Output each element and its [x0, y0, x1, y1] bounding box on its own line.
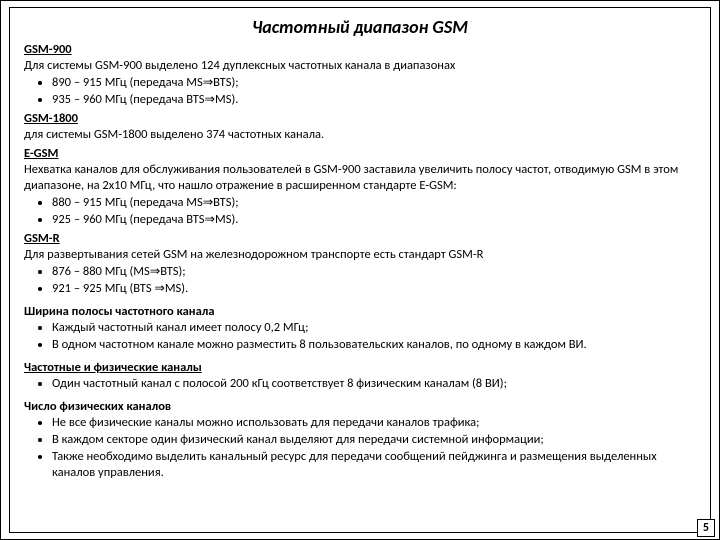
list-item: Также необходимо выделить канальный ресу… [52, 449, 696, 481]
list-count: Не все физические каналы можно использов… [24, 415, 696, 481]
list-item: 890 – 915 МГц (передача MS⇒BTS); [52, 75, 696, 91]
list-bandwidth: Каждый частотный канал имеет полосу 0,2 … [24, 320, 696, 353]
list-item: 921 – 925 МГц (BTS ⇒MS). [52, 281, 696, 297]
list-egsm: 880 – 915 МГц (передача MS⇒BTS); 925 – 9… [24, 195, 696, 228]
intro-egsm: Нехватка каналов для обслуживания пользо… [24, 162, 696, 194]
slide-inner: Частотный диапазон GSM GSM-900 Для систе… [9, 7, 711, 533]
intro-gsm1800: для системы GSM-1800 выделено 374 частот… [24, 127, 696, 143]
heading-gsmr: GSM-R [24, 231, 696, 246]
list-item: 935 – 960 МГц (передача BTS⇒MS). [52, 92, 696, 108]
heading-bandwidth: Ширина полосы частотного канала [24, 304, 696, 319]
list-item: Один частотный канал с полосой 200 кГц с… [52, 376, 696, 392]
list-gsmr: 876 – 880 МГц (MS⇒BTS); 921 – 925 МГц (B… [24, 264, 696, 297]
intro-gsm900: Для системы GSM-900 выделено 124 дуплекс… [24, 58, 696, 74]
list-item: 880 – 915 МГц (передача MS⇒BTS); [52, 195, 696, 211]
slide-title: Частотный диапазон GSM [24, 16, 696, 38]
page-number: 5 [697, 519, 715, 537]
list-item: 876 – 880 МГц (MS⇒BTS); [52, 264, 696, 280]
intro-gsmr: Для развертывания сетей GSM на железнодо… [24, 247, 696, 263]
list-gsm900: 890 – 915 МГц (передача MS⇒BTS); 935 – 9… [24, 75, 696, 108]
heading-gsm900: GSM-900 [24, 42, 696, 57]
slide-outer: Частотный диапазон GSM GSM-900 Для систе… [0, 0, 720, 540]
list-item: 925 – 960 МГц (передача BTS⇒MS). [52, 212, 696, 228]
list-item: В каждом секторе один физический канал в… [52, 432, 696, 448]
list-item: Не все физические каналы можно использов… [52, 415, 696, 431]
heading-egsm: E-GSM [24, 146, 696, 161]
heading-phys-channels: Частотные и физические каналы [24, 360, 696, 375]
list-item: В одном частотном канале можно разместит… [52, 337, 696, 353]
heading-gsm1800: GSM-1800 [24, 111, 696, 126]
list-phys: Один частотный канал с полосой 200 кГц с… [24, 376, 696, 392]
list-item: Каждый частотный канал имеет полосу 0,2 … [52, 320, 696, 336]
heading-phys-count: Число физических каналов [24, 399, 696, 414]
